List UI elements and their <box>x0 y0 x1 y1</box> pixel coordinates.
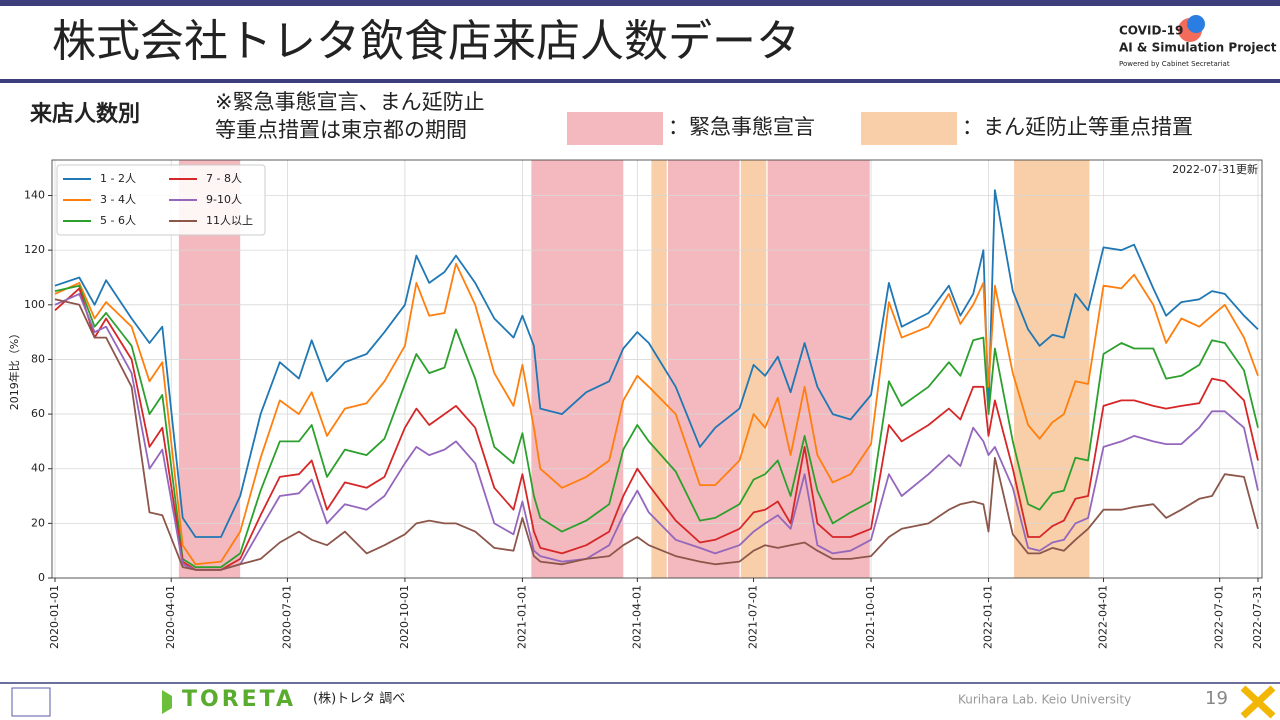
x-tick-label: 2020-01-01 <box>48 585 61 649</box>
legend-label: 1 - 2人 <box>100 172 136 185</box>
x-tick-label: 2022-07-01 <box>1213 585 1226 649</box>
slide-title: 株式会社トレタ飲食店来店人数データ <box>52 16 800 67</box>
plot-frame <box>51 159 1263 579</box>
emergency-period <box>767 160 870 578</box>
logo-subtitle: AI & Simulation Project <box>1119 41 1277 55</box>
lab-logo <box>11 687 51 717</box>
quasi-period <box>1014 160 1090 578</box>
legend-label: 5 - 6人 <box>100 214 136 227</box>
title-underline <box>0 79 1280 83</box>
emergency-label: ：緊急事態宣言 <box>668 115 815 139</box>
series-line <box>54 262 1259 566</box>
series-line <box>54 189 1259 538</box>
footer-lab: Kurihara Lab. Keio University <box>958 693 1131 707</box>
y-axis-label: 2019年比（%） <box>7 328 21 410</box>
y-tick-label: 100 <box>24 298 45 311</box>
emergency-period <box>667 160 740 578</box>
x-tick-label: 2020-07-01 <box>280 585 293 649</box>
logo-title: COVID-19 <box>1119 24 1183 38</box>
quasi-period <box>651 160 667 578</box>
x-tick-label: 2022-04-01 <box>1096 585 1109 649</box>
logo-dot <box>1187 15 1205 33</box>
y-tick-label: 60 <box>31 407 45 420</box>
x-tick-label: 2021-04-01 <box>630 585 643 649</box>
series-line <box>54 293 1259 571</box>
legend-label: 11人以上 <box>206 214 253 227</box>
x-tick-label: 2022-01-01 <box>982 585 995 649</box>
legend-box <box>56 164 266 236</box>
emergency-swatch <box>567 112 663 145</box>
x-tick-label: 2021-10-01 <box>864 585 877 649</box>
legend-label: 7 - 8人 <box>206 172 242 185</box>
quasi-label: ：まん延防止等重点措置 <box>962 115 1193 139</box>
footer-brand: TORETA <box>182 687 296 712</box>
footer-source: (株)トレタ 調べ <box>313 692 405 707</box>
y-tick-label: 140 <box>24 189 45 202</box>
quasi-swatch <box>861 112 957 145</box>
y-tick-label: 120 <box>24 243 45 256</box>
logo-credit: Powered by Cabinet Secretariat <box>1119 60 1230 68</box>
page-number: 19 <box>1205 688 1228 709</box>
x-tick-label: 2021-01-01 <box>515 585 528 649</box>
series-line <box>54 287 1259 571</box>
x-tick-label: 2020-04-01 <box>164 585 177 649</box>
y-tick-label: 20 <box>31 516 45 529</box>
x-tick-label: 2020-10-01 <box>398 585 411 649</box>
note-line: ※緊急事態宣言、まん延防止 <box>215 90 485 114</box>
emergency-period <box>531 160 624 578</box>
top-bar <box>0 0 1280 6</box>
y-tick-label: 0 <box>38 571 45 584</box>
chart: ：緊急事態宣言 ：まん延防止等重点措置 0 20 40 60 80 100 120 140 2020… <box>7 112 1264 649</box>
updated-note: 2022-07-31更新 <box>1172 162 1258 176</box>
toreta-icon <box>162 690 172 714</box>
series-line <box>54 284 1259 568</box>
section-label: 来店人数別 <box>29 101 140 127</box>
y-tick-label: 40 <box>31 462 45 475</box>
x-tick-label: 2022-07-31 <box>1251 585 1264 649</box>
series-line <box>54 298 1259 571</box>
note-line: 等重点措置は東京都の期間 <box>215 118 467 142</box>
y-tick-label: 80 <box>31 352 45 365</box>
corner-logo <box>1240 685 1276 719</box>
x-tick-label: 2021-07-01 <box>747 585 760 649</box>
legend-label: 9-10人 <box>206 193 242 206</box>
legend-label: 3 - 4人 <box>100 193 136 206</box>
